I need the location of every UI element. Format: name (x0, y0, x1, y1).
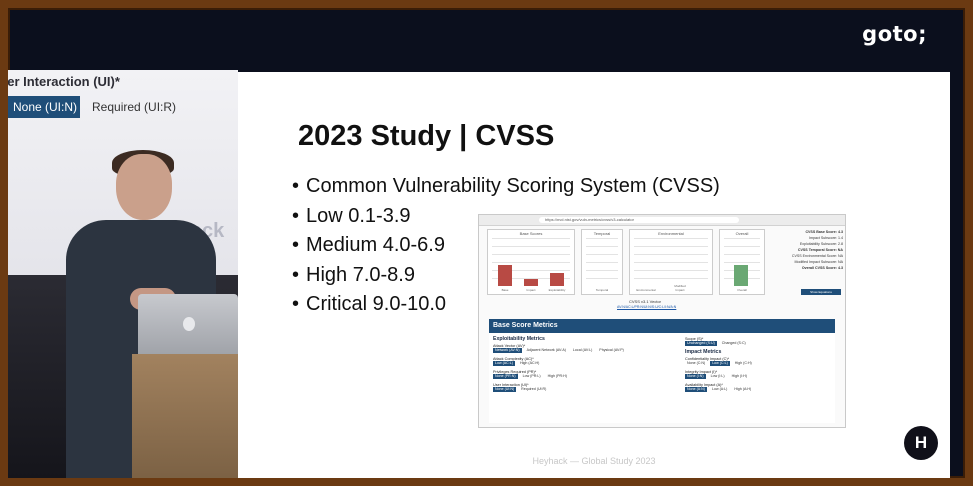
presenter-camera: ser Interaction (UI)* None (UI:N) Requir… (8, 70, 238, 478)
pr-low-option: Low (PR:L) (522, 374, 541, 378)
pr-none-option: None (PR:N) (493, 374, 518, 379)
scope-label: Scope (S)* (685, 337, 704, 341)
ui-required-option: Required (UI:R) (521, 387, 547, 391)
goto-logo: goto; (862, 22, 927, 46)
bar-overall-score (734, 265, 748, 286)
base-scores-panel: Base Scores Base Impact Exploitability (487, 229, 575, 295)
heyhack-logo-icon: H (904, 426, 938, 460)
a-low-option: Low (A:L) (711, 387, 728, 391)
score-line: Overall CVSS Score: 4.3 (801, 266, 843, 270)
scope-changed-option: Changed (S:C) (721, 341, 746, 345)
browser-url: https://nvd.nist.gov/vuln-metrics/cvss/v… (539, 217, 739, 223)
bullet-item: • Medium 4.0-6.9 (292, 234, 445, 256)
bar-label: Temporal (595, 288, 609, 292)
score-summary: CVSS Base Score: 4.3 Impact Subscore: 1.… (769, 229, 843, 271)
score-line: CVSS Environmental Score: NA (791, 254, 843, 258)
bullet-item: • Critical 9.0-10.0 (292, 293, 447, 315)
impact-title: Impact Metrics (685, 349, 722, 355)
bullet-item: • Common Vulnerability Scoring System (CV… (292, 175, 720, 197)
scope-unchanged-option: Unchanged (S:U) (685, 341, 717, 346)
show-equations-button: Show Equations (801, 289, 841, 295)
av-adjacent-option: Adjacent Network (AV:A) (526, 348, 566, 352)
av-network-option: Network (AV:N) (493, 348, 522, 353)
score-line: Modified Impact Subscore: NA (794, 260, 843, 264)
video-frame: goto; ser Interaction (UI)* None (UI:N) … (8, 8, 965, 478)
temporal-panel: Temporal Temporal (581, 229, 623, 295)
bullet-list: • Common Vulnerability Scoring System (CV… (292, 172, 720, 320)
base-score-metrics-header: Base Score Metrics (489, 319, 835, 333)
exploitability-title: Exploitability Metrics (493, 336, 545, 342)
bullet-item: • Low 0.1-3.9 (292, 204, 411, 227)
base-score-metrics-body: Exploitability Metrics Attack Vector (AV… (489, 333, 835, 423)
laptop (138, 294, 238, 356)
ui-none-option: None (UI:N) (493, 387, 517, 392)
vector-title: CVSS v3.1 Vector (629, 299, 662, 304)
background-ui-label: ser Interaction (UI)* (8, 74, 120, 89)
pr-high-option: High (PR:H) (547, 374, 567, 378)
presentation-slide: 2023 Study | CVSS • Common Vulnerability … (238, 72, 950, 478)
bar-label: Exploitability (548, 288, 566, 292)
laptop-logo-icon (183, 317, 195, 331)
a-none-option: None (A:N) (685, 387, 707, 392)
panel-title: Temporal (593, 231, 611, 236)
score-line: Impact Subscore: 1.4 (809, 236, 843, 240)
bar-label: Overall (737, 288, 747, 292)
av-physical-option: Physical (AV:P) (599, 348, 624, 352)
c-high-option: High (C:H) (734, 361, 752, 365)
bar-label: Impact (526, 288, 536, 292)
attack-vector-label: Attack Vector (AV)* (493, 344, 526, 348)
environmental-panel: Environmental Environmental Modified Imp… (629, 229, 713, 295)
score-line: CVSS Temporal Score: NA (797, 248, 843, 252)
score-line: Exploitability Subscore: 2.8 (799, 242, 843, 246)
vector-string: AV:N/AC:L/PR:N/UI:N/S:U/C:L/I:N/A:N (617, 305, 677, 309)
i-low-option: Low (I:L) (710, 374, 725, 378)
slide-footer: Heyhack — Global Study 2023 (532, 456, 656, 466)
background-option-none: None (UI:N) (8, 96, 80, 118)
background-option-required: Required (UI:R) (92, 100, 177, 114)
bullet-item: • High 7.0-8.9 (292, 263, 415, 286)
bar-label: Base (501, 288, 509, 292)
confidentiality-label: Confidentiality Impact (C)* (685, 357, 730, 361)
i-high-option: High (I:H) (731, 374, 747, 378)
c-low-option: Low (C:L) (710, 361, 730, 366)
bar-base-score (498, 265, 512, 286)
i-none-option: None (I:N) (685, 374, 706, 379)
ac-low-option: Low (AC:L) (493, 361, 515, 366)
ac-high-option: High (AC:H) (519, 361, 540, 365)
presenter-head (116, 154, 172, 220)
panel-title: Overall (735, 231, 749, 236)
a-high-option: High (A:H) (734, 387, 752, 391)
c-none-option: None (C:N) (687, 361, 706, 365)
av-local-option: Local (AV:L) (572, 348, 593, 352)
browser-toolbar: https://nvd.nist.gov/vuln-metrics/cvss/v… (479, 215, 845, 226)
availability-label: Availability Impact (A)* (685, 383, 723, 387)
attack-complexity-label: Attack Complexity (AC)* (493, 357, 534, 361)
integrity-label: Integrity Impact (I)* (685, 370, 718, 374)
slide-title: 2023 Study | CVSS (298, 120, 555, 152)
podium (132, 354, 238, 478)
score-line: CVSS Base Score: 4.3 (805, 230, 843, 234)
bar-exploitability-subscore (550, 273, 564, 286)
exploitability-column: Exploitability Metrics Attack Vector (AV… (493, 335, 673, 394)
impact-column: Scope (S)* Unchanged (S:U) Changed (S:C) … (685, 335, 831, 394)
bar-impact-subscore (524, 279, 538, 286)
bar-label: Environmental (636, 288, 656, 292)
user-interaction-label: User Interaction (UI)* (493, 383, 529, 387)
panel-title: Environmental (658, 231, 684, 236)
cvss-calculator-screenshot: https://nvd.nist.gov/vuln-metrics/cvss/v… (478, 214, 846, 428)
bar-label: Modified Impact (674, 284, 686, 292)
overall-panel: Overall Overall (719, 229, 765, 295)
panel-title: Base Scores (519, 231, 543, 236)
privileges-label: Privileges Required (PR)* (493, 370, 537, 374)
